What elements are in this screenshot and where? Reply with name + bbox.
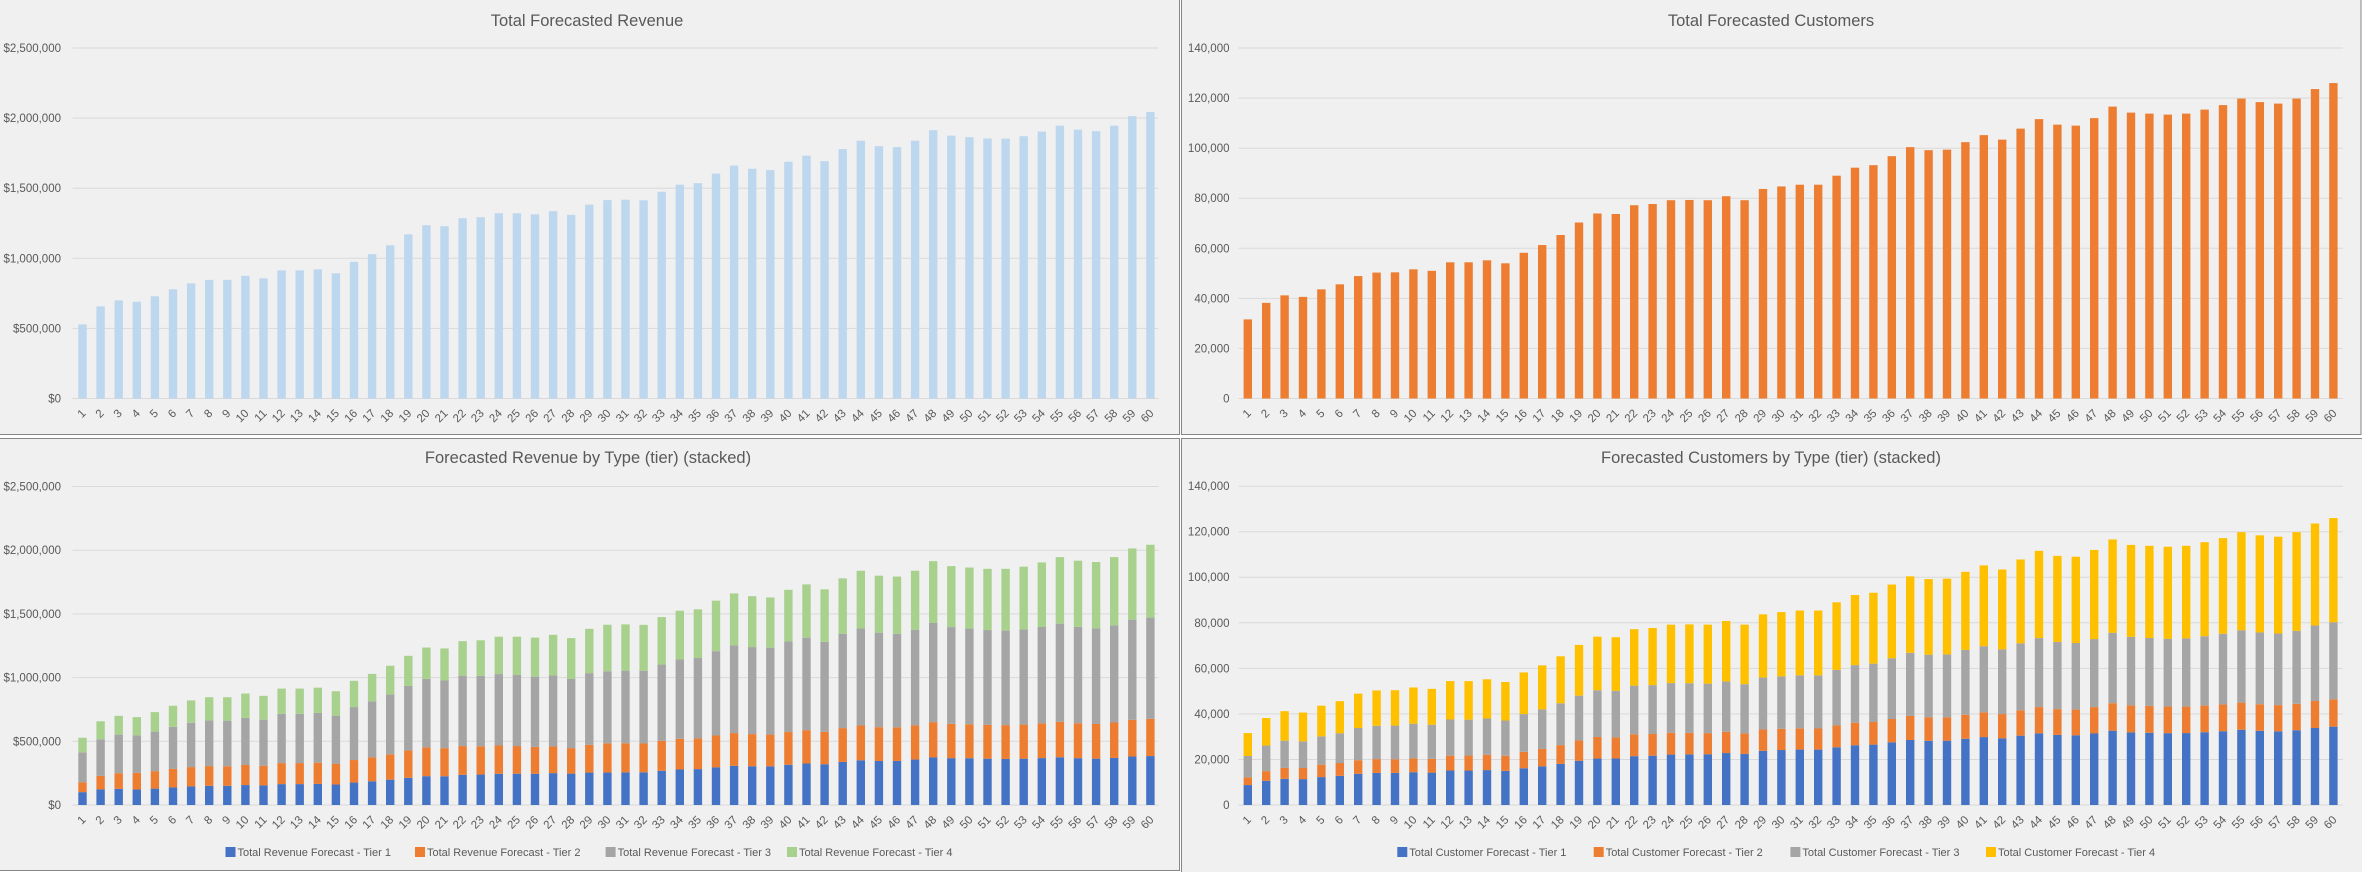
svg-text:Forecasted Customers by Type (: Forecasted Customers by Type (tier) (sta… xyxy=(1601,449,1941,467)
svg-text:80,000: 80,000 xyxy=(1194,618,1229,630)
svg-text:40,000: 40,000 xyxy=(1194,293,1229,305)
svg-text:$500,000: $500,000 xyxy=(13,736,61,748)
svg-text:$2,500,000: $2,500,000 xyxy=(3,43,61,55)
svg-text:$1,500,000: $1,500,000 xyxy=(3,609,61,621)
svg-text:Total Forecasted Customers: Total Forecasted Customers xyxy=(1668,12,1874,30)
svg-text:Total Customer Forecast - Tier: Total Customer Forecast - Tier 4 xyxy=(1998,847,2155,859)
svg-text:$1,000,000: $1,000,000 xyxy=(3,673,61,685)
svg-text:Total Revenue Forecast - Tier: Total Revenue Forecast - Tier 4 xyxy=(799,847,952,859)
svg-text:Forecasted Revenue by Type (ti: Forecasted Revenue by Type (tier) (stack… xyxy=(425,449,751,467)
svg-text:140,000: 140,000 xyxy=(1188,481,1230,493)
svg-text:20,000: 20,000 xyxy=(1194,755,1229,767)
svg-text:Total Customer Forecast - Tier: Total Customer Forecast - Tier 2 xyxy=(1606,847,1763,859)
svg-text:120,000: 120,000 xyxy=(1188,93,1230,105)
svg-text:$1,000,000: $1,000,000 xyxy=(3,253,61,265)
svg-text:$0: $0 xyxy=(48,394,61,406)
svg-text:60,000: 60,000 xyxy=(1194,663,1229,675)
svg-text:$2,000,000: $2,000,000 xyxy=(3,113,61,125)
svg-text:120,000: 120,000 xyxy=(1188,527,1230,539)
svg-text:140,000: 140,000 xyxy=(1188,43,1230,55)
svg-text:100,000: 100,000 xyxy=(1188,143,1230,155)
svg-text:$500,000: $500,000 xyxy=(13,323,61,335)
svg-text:0: 0 xyxy=(1223,394,1229,406)
svg-text:20,000: 20,000 xyxy=(1194,343,1229,355)
svg-text:$2,000,000: $2,000,000 xyxy=(3,545,61,557)
svg-text:$2,500,000: $2,500,000 xyxy=(3,482,61,494)
svg-text:Total Revenue Forecast - Tier: Total Revenue Forecast - Tier 1 xyxy=(238,847,391,859)
svg-text:60,000: 60,000 xyxy=(1194,243,1229,255)
svg-text:Total Revenue Forecast - Tier: Total Revenue Forecast - Tier 3 xyxy=(618,847,771,859)
svg-text:$0: $0 xyxy=(48,800,61,812)
svg-text:$1,500,000: $1,500,000 xyxy=(3,183,61,195)
svg-text:80,000: 80,000 xyxy=(1194,193,1229,205)
svg-text:Total Customer Forecast - Tier: Total Customer Forecast - Tier 3 xyxy=(1802,847,1959,859)
svg-text:Total Customer Forecast - Tier: Total Customer Forecast - Tier 1 xyxy=(1409,847,1566,859)
svg-text:0: 0 xyxy=(1223,800,1229,812)
svg-text:40,000: 40,000 xyxy=(1194,709,1229,721)
svg-text:Total Revenue Forecast - Tier: Total Revenue Forecast - Tier 2 xyxy=(427,847,580,859)
svg-text:100,000: 100,000 xyxy=(1188,572,1230,584)
svg-text:Total Forecasted Revenue: Total Forecasted Revenue xyxy=(491,12,684,30)
